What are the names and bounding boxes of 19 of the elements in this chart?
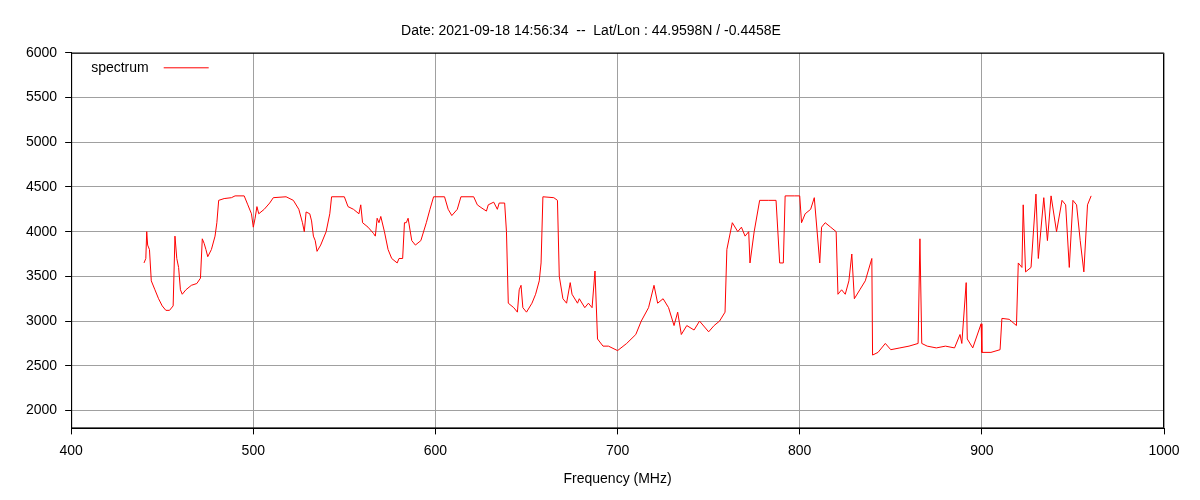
x-tick-label: 900 <box>970 441 994 458</box>
x-tick-label: 700 <box>605 441 630 458</box>
y-tick-label: 5500 <box>25 88 58 105</box>
y-tick-label: 4500 <box>25 177 58 194</box>
legend-label: spectrum <box>91 58 149 75</box>
x-tick-label: 500 <box>241 441 266 458</box>
y-tick-label: 6000 <box>25 43 58 60</box>
y-tick-label: 3500 <box>25 267 58 284</box>
y-tick-label: 5000 <box>25 133 58 150</box>
y-tick-label: 3000 <box>25 311 58 328</box>
y-tick-label: 2500 <box>25 356 58 373</box>
y-tick-label: 4000 <box>25 222 58 239</box>
x-tick-label: 600 <box>423 441 448 458</box>
x-tick-label: 400 <box>59 441 84 458</box>
y-tick-label: 2000 <box>25 401 58 418</box>
x-tick-label: 800 <box>788 441 812 458</box>
x-axis-title: Frequency (MHz) <box>563 470 672 487</box>
x-tick-label: 1000 <box>1148 441 1180 458</box>
chart-title: Date: 2021-09-18 14:56:34 -- Lat/Lon : 44.9598N / -0.4458E <box>401 22 781 39</box>
